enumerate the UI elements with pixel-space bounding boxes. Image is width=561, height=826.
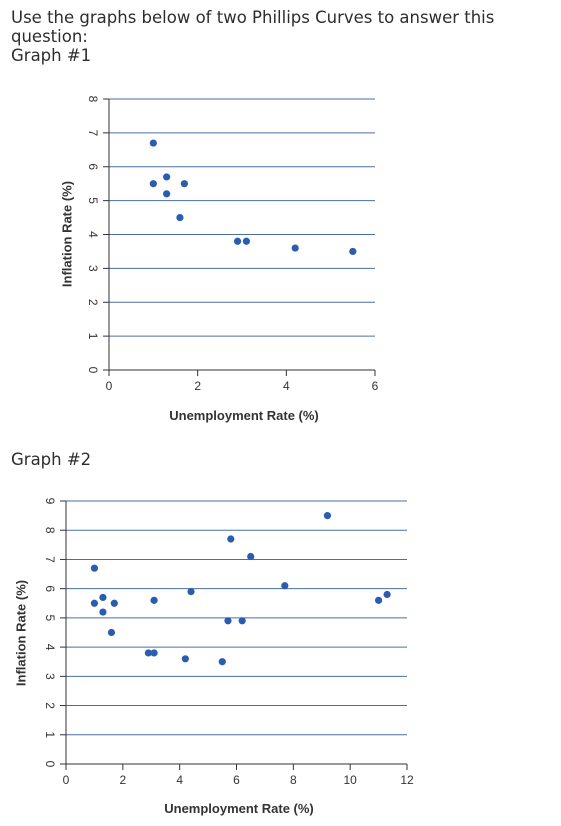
data-point: [90, 564, 99, 572]
data-point: [242, 237, 251, 245]
data-point: [227, 535, 235, 543]
y-tick-label-3: 3: [86, 265, 100, 272]
graph2-label: Graph #2: [11, 450, 92, 469]
x-axis-title: Unemployment Rate (%): [164, 801, 314, 816]
y-tick-label-7: 7: [43, 556, 57, 563]
data-point: [163, 173, 171, 181]
y-axis-title: Inflation Rate (%): [60, 181, 75, 287]
y-tick-label-0: 0: [43, 761, 57, 768]
y-tick-label-3: 3: [43, 673, 57, 680]
data-point: [149, 139, 157, 147]
x-tick-label-6: 6: [233, 773, 240, 787]
y-tick-label-1: 1: [86, 333, 100, 340]
data-point: [323, 512, 332, 520]
y-axis-title: Inflation Rate (%): [14, 580, 29, 686]
data-point: [224, 617, 232, 625]
data-point: [110, 599, 118, 607]
y-tick-label-6: 6: [43, 585, 57, 592]
data-point: [107, 628, 116, 637]
data-point: [144, 649, 153, 657]
y-tick-label-7: 7: [86, 130, 100, 137]
x-tick-label-12: 12: [400, 773, 414, 787]
y-tick-label-8: 8: [43, 527, 57, 534]
data-point: [233, 237, 242, 245]
data-point: [374, 596, 383, 604]
y-tick-label-1: 1: [43, 731, 57, 738]
data-point: [281, 582, 289, 590]
data-point: [383, 590, 391, 599]
y-tick-label-2: 2: [43, 702, 57, 709]
x-tick-label-10: 10: [343, 773, 357, 787]
x-tick-label-0: 0: [106, 379, 113, 393]
x-tick-label-2: 2: [119, 773, 126, 787]
y-tick-label-0: 0: [86, 367, 100, 374]
data-point: [349, 247, 357, 256]
y-tick-label-9: 9: [43, 498, 57, 505]
data-point: [99, 593, 107, 602]
y-tick-label-8: 8: [86, 96, 100, 103]
x-tick-label-0: 0: [63, 773, 70, 787]
x-tick-label-2: 2: [194, 379, 201, 393]
x-axis-title: Unemployment Rate (%): [169, 408, 319, 423]
data-point: [150, 649, 158, 657]
data-point: [187, 587, 195, 596]
data-point: [163, 190, 171, 198]
x-tick-label-8: 8: [290, 773, 297, 787]
data-point: [218, 658, 226, 666]
x-tick-label-4: 4: [283, 379, 290, 393]
y-tick-label-4: 4: [86, 231, 100, 238]
data-point: [181, 655, 189, 663]
y-tick-label-2: 2: [86, 299, 100, 306]
y-tick-label-5: 5: [43, 615, 57, 622]
data-point: [291, 244, 299, 252]
data-point: [247, 552, 255, 561]
data-point: [176, 213, 184, 222]
data-point: [150, 596, 158, 604]
y-tick-label-4: 4: [43, 644, 57, 651]
question-text: Use the graphs below of two Phillips Cur…: [11, 8, 495, 46]
data-point: [99, 608, 107, 616]
x-tick-label-6: 6: [372, 379, 379, 393]
x-tick-label-4: 4: [176, 773, 183, 787]
data-point: [238, 617, 246, 625]
data-point: [90, 599, 99, 607]
y-tick-label-5: 5: [86, 197, 100, 204]
graph1-label: Graph #1: [11, 46, 92, 65]
y-tick-label-6: 6: [86, 163, 100, 170]
data-point: [149, 180, 157, 188]
data-point: [180, 180, 188, 188]
